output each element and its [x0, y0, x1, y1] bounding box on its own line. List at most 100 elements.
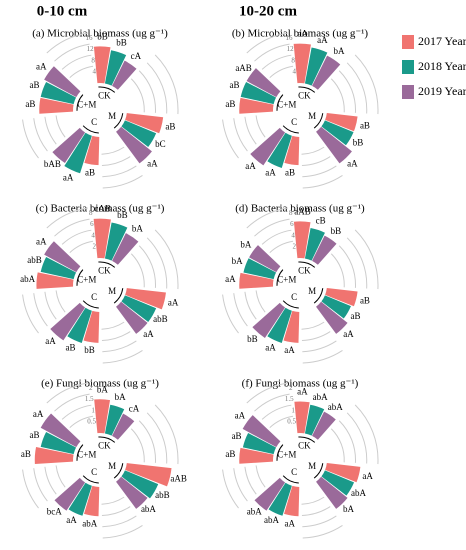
grid-arc — [255, 65, 345, 155]
bar — [104, 222, 128, 261]
bar — [267, 132, 292, 168]
category-arc — [276, 269, 284, 286]
bar — [321, 470, 355, 496]
category-label: CK — [98, 91, 111, 101]
grid-arc — [244, 404, 356, 516]
bar-letter: aA — [45, 336, 56, 346]
category-label: M — [308, 286, 316, 296]
category-label: C+M — [277, 449, 296, 459]
bar-letter: bA — [97, 384, 109, 394]
bar-letter: bAB — [44, 159, 61, 169]
bar — [34, 446, 74, 464]
bar-letter: bA — [232, 256, 244, 266]
category-arc — [76, 444, 84, 461]
bar-letter: bA — [334, 46, 346, 56]
category-label: M — [308, 111, 316, 121]
bar-letter: bB — [331, 226, 342, 236]
bar-letter: aAB — [294, 207, 311, 217]
bar-letter: aB — [225, 99, 235, 109]
bar-letter: aB — [360, 295, 370, 305]
bar — [312, 55, 341, 90]
grid-arc — [55, 65, 145, 155]
bar-letter: bB — [97, 32, 108, 42]
bar — [112, 413, 135, 440]
bar-letter: aAB — [170, 474, 187, 484]
category-arc — [276, 444, 284, 461]
bar-letter: aB — [285, 167, 295, 177]
tick-label: 4 — [91, 231, 95, 239]
bar — [125, 113, 164, 134]
bar — [52, 127, 86, 164]
bar-letter: aB — [85, 167, 95, 177]
bar-letter: cB — [316, 215, 326, 225]
category-label: C — [291, 117, 297, 127]
chart-title: (d) Bacteria biomass (ug g⁻¹) — [235, 203, 365, 215]
bar — [325, 288, 358, 307]
bar-letter: bA — [115, 392, 127, 402]
bar — [284, 135, 300, 166]
bar — [112, 60, 137, 90]
category-label: C — [291, 292, 297, 302]
tick-label: 2 — [293, 243, 297, 251]
category-label: CK — [98, 266, 111, 276]
bar-letter: aA — [265, 342, 276, 352]
grid-arc — [44, 229, 156, 341]
column-header: 10-20 cm — [239, 3, 297, 19]
legend-swatch — [402, 60, 414, 74]
category-arc — [313, 288, 324, 304]
bar-letter: abB — [155, 490, 170, 500]
tick-label: 12 — [287, 45, 295, 53]
chart-title: (b) Microbial biomass (ug g⁻¹) — [232, 28, 369, 40]
bar-letter: bB — [247, 334, 258, 344]
tick-label: 4 — [291, 231, 295, 239]
category-arc — [82, 475, 99, 484]
bar-letter: aB — [360, 120, 370, 130]
bar — [294, 401, 310, 434]
category-label: CK — [298, 91, 311, 101]
bar — [325, 113, 358, 132]
category-arc — [298, 436, 316, 443]
chart-title: (f) Fungi biomass (ug g⁻¹) — [242, 378, 359, 390]
bar — [84, 135, 100, 166]
category-arc — [98, 86, 116, 93]
bar-letter: aA — [168, 297, 179, 307]
bar — [254, 477, 286, 511]
grid-arc — [222, 32, 379, 189]
legend-swatch — [402, 35, 414, 49]
bar-letter: bA — [240, 240, 252, 250]
bar-letter: aA — [225, 274, 236, 284]
bar — [44, 241, 81, 273]
bar — [283, 310, 300, 343]
bar — [54, 477, 86, 511]
tick-label: 4 — [293, 68, 297, 76]
category-arc — [113, 288, 124, 304]
bar-letter: aA — [297, 29, 308, 39]
bar-letter: abA — [264, 515, 279, 525]
category-label: CK — [98, 441, 111, 451]
bar — [121, 120, 157, 147]
tick-label: 1 — [291, 406, 295, 414]
bar-letter: bB — [117, 210, 128, 220]
bar-letter: aA — [347, 158, 358, 168]
bar-letter: aA — [36, 236, 47, 246]
category-label: C+M — [77, 449, 96, 459]
grid-arc — [233, 43, 368, 178]
bar-letter: aB — [351, 311, 361, 321]
bar-letter: aA — [343, 329, 354, 339]
bar-letter: aB — [66, 342, 76, 352]
category-arc — [313, 463, 324, 479]
category-arc — [76, 269, 84, 286]
category-label: C+M — [77, 274, 96, 284]
category-arc — [113, 113, 124, 129]
category-arc — [282, 475, 299, 484]
bar — [304, 404, 325, 436]
bar — [250, 127, 286, 166]
bar-letter: aB — [232, 431, 242, 441]
bar — [304, 47, 328, 86]
category-label: M — [108, 461, 116, 471]
tick-label: 12 — [87, 45, 95, 53]
tick-label: 16 — [85, 34, 93, 42]
category-arc — [282, 125, 299, 134]
grid-arc — [255, 240, 345, 330]
